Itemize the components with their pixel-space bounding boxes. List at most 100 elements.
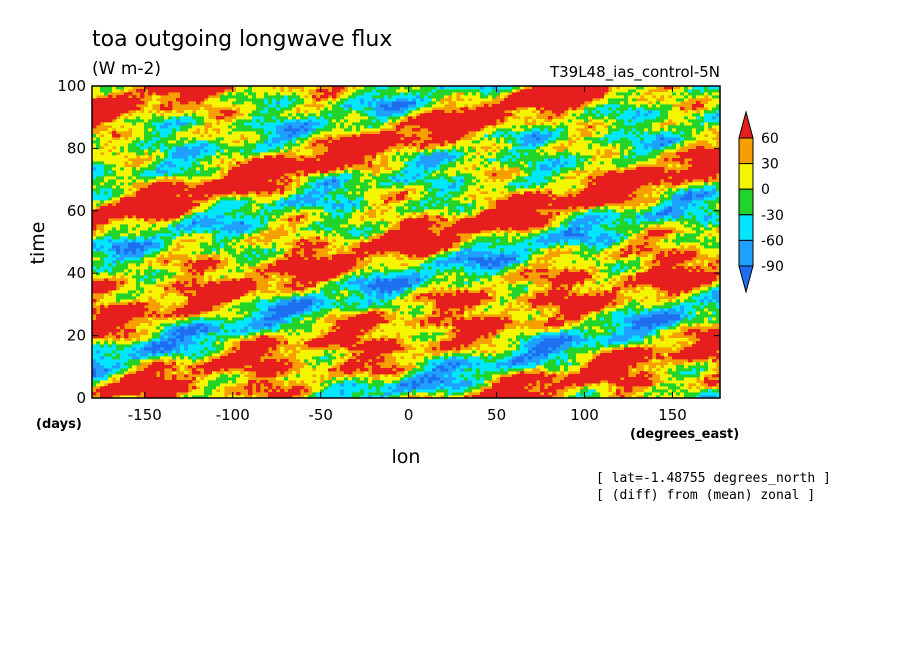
heatmap-cell — [708, 383, 717, 387]
heatmap-cell — [560, 245, 565, 249]
heatmap-cell — [456, 293, 489, 297]
heatmap-cell — [324, 302, 333, 306]
heatmap-cell — [656, 218, 661, 222]
heatmap-cell — [140, 257, 145, 261]
heatmap-cell — [608, 98, 629, 102]
heatmap-cell — [560, 239, 565, 243]
heatmap-cell — [164, 314, 173, 318]
heatmap-cell — [356, 374, 369, 378]
heatmap-cell — [432, 368, 437, 372]
heatmap-cell — [308, 191, 321, 195]
heatmap-cell — [368, 113, 377, 117]
heatmap-cell — [500, 161, 521, 165]
heatmap-cell — [300, 293, 305, 297]
heatmap-cell — [592, 254, 597, 258]
heatmap-cell — [420, 113, 513, 117]
heatmap-cell — [216, 338, 221, 342]
heatmap-cell — [308, 218, 325, 222]
heatmap-cell — [516, 326, 521, 330]
heatmap-cell — [420, 125, 485, 129]
heatmap-cell — [200, 242, 209, 246]
heatmap-cell — [340, 278, 349, 282]
heatmap-cell — [272, 323, 277, 327]
heatmap-cell — [144, 368, 165, 372]
heatmap-cell — [172, 362, 177, 366]
heatmap-cell — [536, 110, 541, 114]
heatmap-cell — [376, 296, 385, 300]
heatmap-cell — [532, 314, 541, 318]
heatmap-cell — [188, 113, 193, 117]
heatmap-cell — [108, 203, 113, 207]
heatmap-cell — [176, 233, 181, 237]
heatmap-cell — [616, 269, 621, 273]
heatmap-cell — [152, 251, 161, 255]
heatmap-cell — [608, 323, 613, 327]
heatmap-cell — [228, 242, 233, 246]
heatmap-cell — [588, 239, 597, 243]
heatmap-cell — [108, 263, 113, 267]
heatmap-cell — [140, 356, 149, 360]
heatmap-cell — [712, 359, 717, 363]
heatmap-cell — [424, 380, 429, 384]
heatmap-cell — [448, 218, 453, 222]
heatmap-cell — [320, 107, 325, 111]
heatmap-cell — [164, 353, 169, 357]
heatmap-cell — [608, 344, 621, 348]
heatmap-cell — [292, 113, 297, 117]
heatmap-cell — [484, 164, 489, 168]
heatmap-cell — [680, 383, 685, 387]
heatmap-cell — [256, 269, 261, 273]
heatmap-cell — [236, 248, 245, 252]
heatmap-cell — [256, 209, 261, 213]
heatmap-cell — [484, 311, 501, 315]
heatmap-cell — [92, 209, 189, 213]
heatmap-cell — [548, 290, 569, 294]
heatmap-cell — [560, 230, 565, 234]
heatmap-cell — [580, 191, 633, 195]
heatmap-cell — [132, 239, 137, 243]
heatmap-cell — [592, 101, 609, 105]
heatmap-cell — [276, 302, 289, 306]
heatmap-cell — [488, 158, 497, 162]
heatmap-cell — [524, 356, 529, 360]
heatmap-cell — [324, 188, 333, 192]
heatmap-cell — [348, 242, 353, 246]
heatmap-cell — [704, 125, 709, 129]
heatmap-cell — [388, 224, 393, 228]
heatmap-cell — [344, 104, 353, 108]
heatmap-cell — [332, 128, 345, 132]
heatmap-cell — [696, 332, 721, 336]
heatmap-cell — [672, 197, 681, 201]
heatmap-cell — [236, 329, 241, 333]
heatmap-cell — [464, 374, 473, 378]
heatmap-cell — [592, 383, 597, 387]
heatmap-cell — [324, 386, 329, 390]
heatmap-cell — [160, 125, 169, 129]
heatmap-cell — [296, 113, 305, 117]
heatmap-cell — [236, 392, 241, 396]
heatmap-cell — [688, 323, 693, 327]
heatmap-cell — [420, 152, 425, 156]
heatmap-cell — [608, 278, 613, 282]
heatmap-cell — [184, 317, 189, 321]
heatmap-cell — [696, 371, 701, 375]
heatmap-cell — [668, 194, 673, 198]
heatmap-cell — [304, 173, 309, 177]
heatmap-cell — [492, 173, 497, 177]
heatmap-cell — [100, 299, 117, 303]
heatmap-cell — [500, 335, 517, 339]
heatmap-cell — [292, 209, 297, 213]
heatmap-cell — [548, 236, 593, 240]
heatmap-cell — [496, 365, 501, 369]
heatmap-cell — [692, 323, 697, 327]
heatmap-cell — [196, 377, 201, 381]
heatmap-cell — [156, 341, 161, 345]
heatmap-cell — [256, 317, 261, 321]
heatmap-cell — [540, 368, 549, 372]
heatmap-cell — [328, 350, 333, 354]
heatmap-cell — [280, 119, 285, 123]
heatmap-cell — [548, 227, 557, 231]
heatmap-cell — [228, 194, 233, 198]
heatmap-cell — [464, 272, 469, 276]
heatmap-cell — [344, 293, 349, 297]
